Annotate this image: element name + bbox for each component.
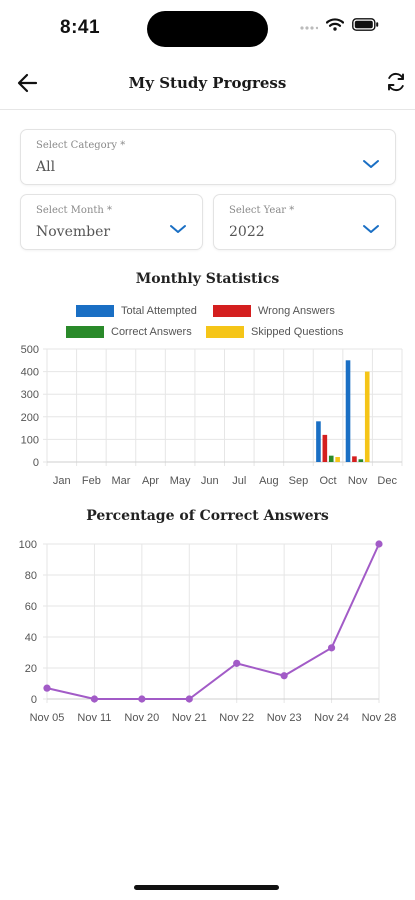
- data-point: [43, 684, 51, 692]
- data-point: [327, 644, 336, 652]
- month-value: November: [36, 224, 111, 240]
- legend-label: Correct Answers: [111, 326, 192, 338]
- x-tick-label: Sep: [289, 475, 309, 487]
- refresh-icon[interactable]: [385, 71, 407, 93]
- legend-label: Wrong Answers: [258, 305, 335, 317]
- x-tick-label: Dec: [377, 475, 397, 487]
- x-tick-label: Nov 24: [314, 712, 349, 724]
- chevron-down-icon: [362, 222, 380, 234]
- y-tick-label: 60: [25, 601, 37, 613]
- signal-icon: [300, 18, 319, 36]
- page-title: My Study Progress: [128, 74, 287, 92]
- y-tick-label: 200: [21, 412, 39, 424]
- y-tick-label: 0: [33, 457, 39, 469]
- bar-oct-3: [335, 457, 340, 462]
- x-tick-label: Nov 20: [124, 712, 159, 724]
- bar-nov-1: [352, 456, 357, 462]
- status-bar: 8:41: [0, 0, 415, 56]
- legend-item-correct-answers: Correct Answers: [66, 326, 192, 338]
- bar-oct-2: [328, 455, 334, 462]
- year-select[interactable]: Select Year * 2022: [213, 194, 396, 250]
- legend-swatch: [66, 326, 104, 338]
- chevron-down-icon: [169, 222, 187, 234]
- category-label: Select Category *: [36, 140, 126, 151]
- data-point: [233, 659, 241, 667]
- battery-icon: [352, 18, 379, 36]
- y-tick-label: 100: [21, 434, 39, 446]
- x-tick-label: Nov 11: [77, 712, 111, 724]
- back-arrow-icon[interactable]: [16, 72, 40, 94]
- year-label: Select Year *: [229, 205, 295, 216]
- monthly-statistics-chart: 0 100 200 300 400 500 Jan Feb Mar Apr May Jun Jul Aug…: [21, 344, 403, 487]
- x-tick-label: Feb: [82, 475, 101, 487]
- monthly-stats-title: Monthly Statistics: [135, 271, 280, 287]
- chevron-down-icon: [362, 157, 380, 169]
- data-point: [90, 695, 99, 703]
- x-tick-label: Nov 22: [219, 712, 254, 724]
- x-tick-label: Nov: [348, 475, 368, 487]
- category-value: All: [36, 159, 56, 175]
- x-tick-label: Jul: [232, 475, 246, 487]
- data-point: [185, 695, 193, 703]
- bar-nov-0: [345, 360, 351, 462]
- series-line: [46, 543, 380, 700]
- status-time: 8:41: [60, 17, 101, 38]
- data-point: [280, 672, 288, 680]
- dynamic-island: [147, 11, 268, 47]
- x-tick-label: Jan: [53, 475, 71, 487]
- y-tick-label: 20: [25, 663, 37, 675]
- legend-swatch: [206, 326, 244, 338]
- legend-label: Total Attempted: [121, 305, 197, 317]
- bar-nov-3: [364, 371, 370, 462]
- x-tick-label: Nov 28: [362, 712, 397, 724]
- legend-item-skipped-questions: Skipped Questions: [206, 326, 343, 338]
- y-tick-label: 100: [19, 539, 37, 551]
- bar-nov-2: [358, 459, 364, 462]
- x-tick-label: Oct: [319, 475, 336, 487]
- legend-swatch: [76, 305, 114, 317]
- y-tick-label: 500: [21, 344, 39, 356]
- legend-label: Skipped Questions: [251, 326, 344, 338]
- home-indicator: [134, 885, 279, 890]
- legend-item-total-attempted: Total Attempted: [76, 305, 197, 317]
- x-tick-label: Jun: [201, 475, 219, 487]
- x-tick-label: May: [170, 475, 191, 487]
- y-tick-label: 400: [21, 367, 39, 379]
- x-tick-label: Mar: [111, 475, 130, 487]
- status-icons: [300, 18, 379, 36]
- percentage-chart-title: Percentage of Correct Answers: [86, 508, 329, 524]
- x-tick-label: Apr: [142, 475, 159, 487]
- bar-oct-1: [322, 434, 328, 462]
- year-value: 2022: [229, 224, 265, 240]
- y-tick-label: 40: [25, 632, 37, 644]
- month-select[interactable]: Select Month * November: [20, 194, 203, 250]
- x-tick-label: Nov 05: [30, 712, 65, 724]
- legend-swatch: [213, 305, 251, 317]
- y-tick-label: 0: [31, 694, 37, 706]
- app-header: My Study Progress: [0, 56, 415, 110]
- wifi-icon: [325, 18, 345, 36]
- x-tick-label: Aug: [259, 475, 279, 487]
- x-tick-label: Nov 23: [267, 712, 302, 724]
- category-select[interactable]: Select Category * All: [20, 129, 396, 185]
- bar-oct-0: [316, 421, 321, 462]
- percentage-correct-chart: 0 20 40 60 80 100 Nov 05 Nov 11 Nov 20 Nov 21 Nov …: [19, 539, 397, 724]
- data-point: [138, 695, 146, 703]
- month-label: Select Month *: [36, 205, 113, 216]
- x-tick-label: Nov 21: [172, 712, 207, 724]
- legend-item-wrong-answers: Wrong Answers: [213, 305, 335, 317]
- y-tick-label: 300: [21, 389, 39, 401]
- y-tick-label: 80: [25, 570, 37, 582]
- data-point: [375, 540, 383, 548]
